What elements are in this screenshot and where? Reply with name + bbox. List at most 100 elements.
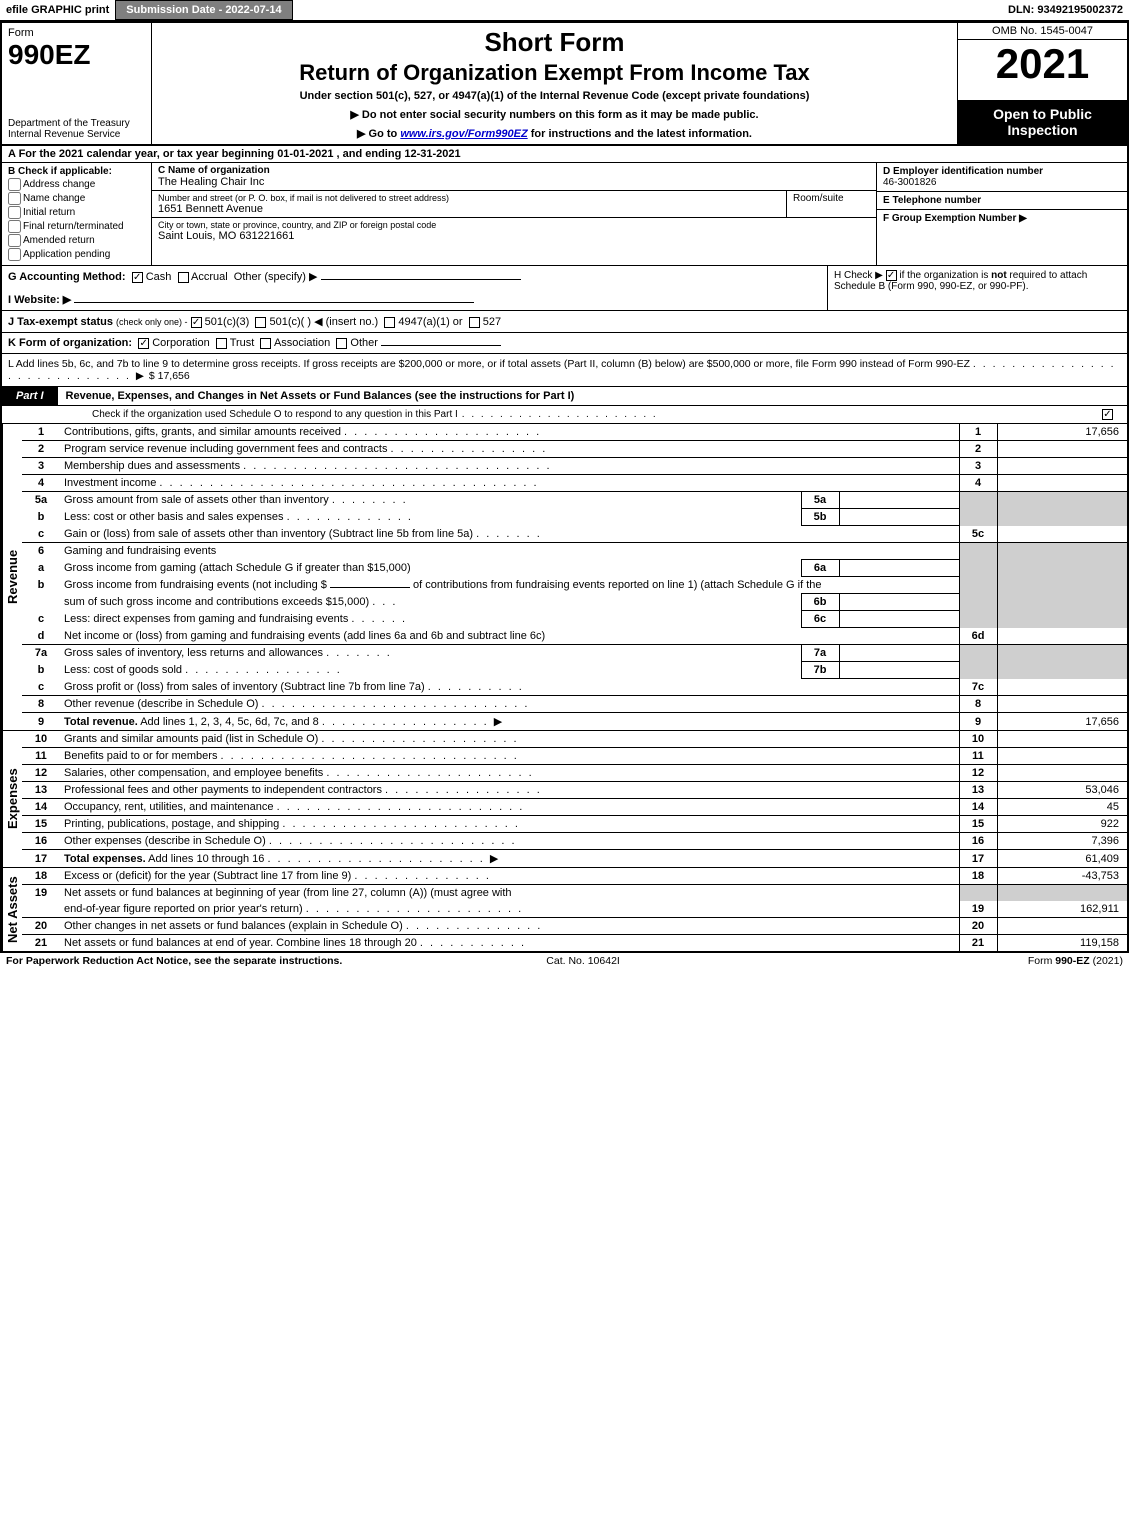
l19-rn: 19 [959,901,997,918]
l7a-d: Gross sales of inventory, less returns a… [64,647,323,659]
under-section: Under section 501(c), 527, or 4947(a)(1)… [160,90,949,102]
l10-d: Grants and similar amounts paid (list in… [64,733,318,745]
l5a-sv [839,492,959,509]
part-i-header: Part I Revenue, Expenses, and Changes in… [2,387,1127,406]
street: 1651 Bennett Avenue [158,203,780,215]
l14-n: 14 [22,799,60,816]
l6d-n: d [22,628,60,645]
l19-d2: end-of-year figure reported on prior yea… [64,903,303,915]
l16-n: 16 [22,833,60,850]
form-body: Form 990EZ Department of the Treasury In… [0,21,1129,953]
chk-h[interactable] [886,270,897,281]
l15-d: Printing, publications, postage, and shi… [64,818,279,830]
l6b-amount-field[interactable] [330,587,410,588]
dept-treasury: Department of the Treasury Internal Reve… [8,118,145,140]
l7b-d: Less: cost of goods sold [64,664,182,676]
section-j: J Tax-exempt status (check only one) - 5… [2,311,1127,333]
l14-v: 45 [997,799,1127,816]
l2-dots: . . . . . . . . . . . . . . . . [391,443,548,455]
tel-label: E Telephone number [883,195,981,206]
lbl-other-method: Other (specify) ▶ [234,271,318,283]
l7a-rn [959,645,997,662]
l7b-sb: 7b [801,662,839,679]
l12-d: Salaries, other compensation, and employ… [64,767,323,779]
l11-n: 11 [22,748,60,765]
l2-d: Program service revenue including govern… [64,443,387,455]
website-field[interactable] [74,302,474,303]
l18-n: 18 [22,868,60,885]
l13-n: 13 [22,782,60,799]
l5a-d: Gross amount from sale of assets other t… [64,494,329,506]
l2-v [997,441,1127,458]
l6b-sv [839,594,959,611]
chk-amended[interactable] [8,234,21,247]
section-a: A For the 2021 calendar year, or tax yea… [2,146,1127,163]
l8-v [997,696,1127,713]
l2-rn: 2 [959,441,997,458]
chk-name-change[interactable] [8,192,21,205]
l7c-v [997,679,1127,696]
h-not: not [991,270,1007,281]
street-label: Number and street (or P. O. box, if mail… [158,193,780,203]
chk-501c3[interactable] [191,317,202,328]
form-header: Form 990EZ Department of the Treasury In… [2,23,1127,146]
l5a-rv [997,492,1127,509]
l5b-n: b [22,509,60,526]
chk-527[interactable] [469,317,480,328]
l7b-n: b [22,662,60,679]
l10-v [997,731,1127,748]
footer-right-form: 990-EZ [1055,955,1089,967]
chk-501c[interactable] [255,317,266,328]
chk-final[interactable] [8,220,21,233]
l7c-d: Gross profit or (loss) from sales of inv… [64,681,425,693]
section-b: B Check if applicable: Address change Na… [2,163,152,265]
l6-d: Gaming and fundraising events [60,543,959,560]
l19-n: 19 [22,885,60,902]
l13-d: Professional fees and other payments to … [64,784,382,796]
section-k: K Form of organization: Corporation Trus… [2,333,1127,354]
l19-dots: . . . . . . . . . . . . . . . . . . . . … [306,903,523,915]
l21-rn: 21 [959,935,997,952]
chk-cash[interactable] [132,272,143,283]
l3-d: Membership dues and assessments [64,460,240,472]
l18-dots: . . . . . . . . . . . . . . [354,870,491,882]
chk-part-i[interactable] [1102,409,1113,420]
l19-v: 162,911 [997,901,1127,918]
l15-rn: 15 [959,816,997,833]
l-text: L Add lines 5b, 6c, and 7b to line 9 to … [8,358,970,370]
part-i-title: Revenue, Expenses, and Changes in Net As… [58,387,1127,405]
l11-d: Benefits paid to or for members [64,750,217,762]
chk-assoc[interactable] [260,338,271,349]
l7a-sb: 7a [801,645,839,662]
l5a-n: 5a [22,492,60,509]
l6b-d3: sum of such gross income and contributio… [64,596,369,608]
j-label: J Tax-exempt status [8,316,113,328]
section-l: L Add lines 5b, 6c, and 7b to line 9 to … [2,354,1127,387]
l5c-n: c [22,526,60,543]
l4-n: 4 [22,475,60,492]
chk-accrual[interactable] [178,272,189,283]
goto-pre: ▶ Go to [357,128,400,140]
chk-trust[interactable] [216,338,227,349]
other-org-field[interactable] [381,345,501,346]
l17-d2: Add lines 10 through 16 [146,853,265,865]
chk-other-org[interactable] [336,338,347,349]
l6-rn [959,543,997,560]
l6b-n: b [22,577,60,594]
l7c-n: c [22,679,60,696]
chk-4947[interactable] [384,317,395,328]
l6a-d: Gross income from gaming (attach Schedul… [60,560,801,577]
form-number: 990EZ [8,39,145,71]
goto-link[interactable]: www.irs.gov/Form990EZ [400,128,527,140]
other-method-field[interactable] [321,279,521,280]
chk-app-pending[interactable] [8,248,21,261]
l5a-sb: 5a [801,492,839,509]
lbl-name-change: Name change [23,193,85,204]
chk-initial[interactable] [8,206,21,219]
g-label: G Accounting Method: [8,271,126,283]
chk-address-change[interactable] [8,178,21,191]
return-title: Return of Organization Exempt From Incom… [160,60,949,86]
chk-corp[interactable] [138,338,149,349]
l7a-rv [997,645,1127,662]
info-row: B Check if applicable: Address change Na… [2,163,1127,266]
